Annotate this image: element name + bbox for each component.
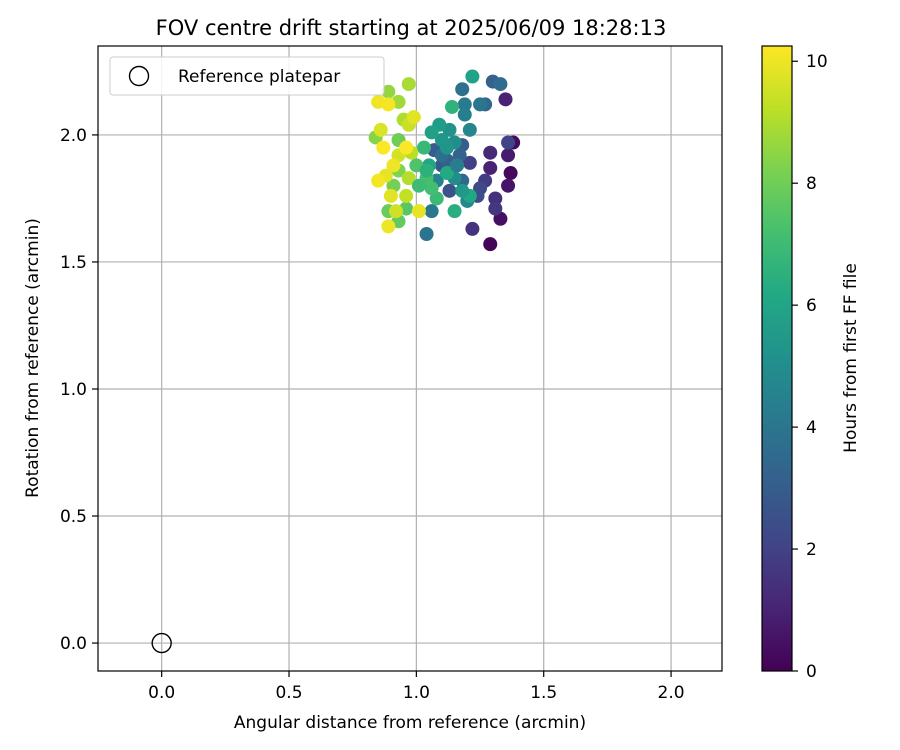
x-tick-label: 1.5 [530, 683, 557, 703]
data-point [388, 204, 403, 219]
data-point [455, 183, 470, 198]
data-point [381, 219, 396, 234]
colorbar-tick-label: 10 [806, 52, 828, 72]
legend-label: Reference platepar [178, 67, 340, 87]
data-point [411, 178, 426, 193]
x-tick-label: 1.0 [403, 683, 430, 703]
data-point [406, 110, 421, 125]
data-point [503, 166, 518, 181]
data-point [381, 84, 396, 99]
data-point [442, 183, 457, 198]
x-axis-ticks: 0.0 0.5 1.0 1.5 2.0 [148, 671, 685, 703]
data-point [424, 125, 439, 140]
data-point [401, 171, 416, 186]
data-point [419, 227, 434, 242]
data-point [447, 204, 462, 219]
data-point [381, 97, 396, 112]
data-point [483, 160, 498, 175]
data-point [373, 122, 388, 137]
data-point [483, 237, 498, 252]
plot-frame [97, 45, 723, 672]
y-axis-label: Rotation from reference (arcmin) [23, 218, 43, 498]
colorbar-tick-label: 8 [806, 174, 817, 194]
x-tick-label: 2.0 [658, 683, 685, 703]
data-point [457, 97, 472, 112]
data-point [473, 97, 488, 112]
data-points [151, 69, 521, 654]
data-point [488, 191, 503, 206]
y-tick-label: 1.5 [60, 253, 87, 273]
colorbar: 0 2 4 6 8 10 Hours from first FF file [761, 45, 861, 682]
data-point [493, 77, 508, 92]
data-point [386, 158, 401, 173]
y-axis-ticks: 0.0 0.5 1.0 1.5 2.0 [60, 126, 98, 654]
data-point [462, 122, 477, 137]
data-point [445, 99, 460, 114]
legend: Reference platepar [109, 56, 385, 96]
x-axis-label: Angular distance from reference (arcmin) [234, 713, 586, 733]
colorbar-gradient [761, 45, 793, 672]
data-point [399, 188, 414, 203]
reference-platepar-marker [151, 632, 172, 654]
data-point [439, 166, 454, 181]
colorbar-tick-label: 6 [806, 296, 817, 316]
data-point [417, 140, 432, 155]
data-point [498, 92, 513, 107]
data-point [401, 77, 416, 92]
legend-marker-circle [128, 65, 150, 87]
chart-title: FOV centre drift starting at 2025/06/09 … [156, 16, 667, 40]
data-point [462, 155, 477, 170]
data-point [488, 201, 503, 216]
data-point [419, 163, 434, 178]
data-point [465, 69, 480, 84]
data-point [424, 204, 439, 219]
data-point [455, 82, 470, 97]
data-point [383, 188, 398, 203]
data-point [376, 140, 391, 155]
x-tick-label: 0.5 [275, 683, 302, 703]
grid-lines [98, 46, 722, 671]
data-point [465, 221, 480, 236]
colorbar-ticks: 0 2 4 6 8 10 [792, 52, 828, 682]
colorbar-tick-label: 0 [806, 662, 817, 682]
y-tick-label: 2.0 [60, 126, 87, 146]
legend-box [109, 56, 385, 96]
data-point [399, 140, 414, 155]
colorbar-tick-label: 2 [806, 540, 817, 560]
data-point [439, 140, 454, 155]
colorbar-label: Hours from first FF file [841, 263, 861, 453]
data-point [371, 173, 386, 188]
y-tick-label: 1.0 [60, 380, 87, 400]
data-point [483, 145, 498, 160]
data-point [501, 148, 516, 163]
data-point [450, 158, 465, 173]
data-point [501, 178, 516, 193]
data-point [457, 107, 472, 122]
y-tick-label: 0.5 [60, 507, 87, 527]
data-point [411, 204, 426, 219]
colorbar-tick-label: 4 [806, 418, 817, 438]
y-tick-label: 0.0 [60, 634, 87, 654]
x-tick-label: 0.0 [148, 683, 175, 703]
data-point [501, 135, 516, 150]
